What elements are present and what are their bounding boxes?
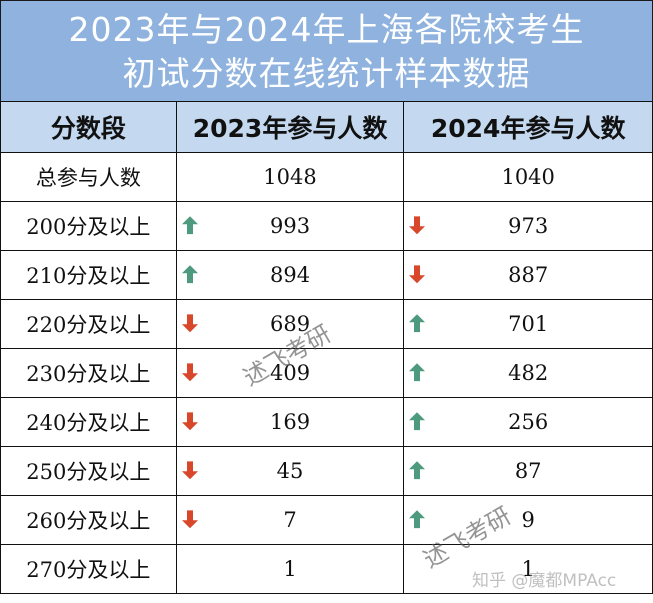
header-2023: 2023年参与人数 [175, 101, 405, 153]
arrow-down-icon [181, 411, 198, 431]
score-range-cell: 240分及以上 [0, 397, 177, 447]
count-2023-cell-value: 7 [283, 508, 297, 532]
arrow-down-icon [181, 460, 198, 480]
count-2024-cell: 1040 [403, 152, 653, 202]
title-banner: 2023年与2024年上海各院校考生 初试分数在线统计样本数据 [0, 0, 653, 102]
score-range-cell-value: 250分及以上 [26, 460, 151, 484]
count-2023-cell-value: 1 [283, 557, 297, 581]
score-range-cell: 250分及以上 [0, 446, 177, 496]
arrow-down-icon [181, 509, 198, 529]
score-range-cell: 200分及以上 [0, 201, 177, 251]
count-2023-cell: 409 [175, 348, 405, 398]
table-row: 200分及以上 993 973 [0, 201, 653, 251]
title-line-1: 2023年与2024年上海各院校考生 [68, 9, 585, 49]
table-row: 270分及以上 1 1 [0, 544, 653, 594]
score-range-cell-value: 260分及以上 [26, 509, 151, 533]
count-2024-cell-value: 9 [521, 508, 535, 532]
arrow-down-icon [409, 215, 426, 235]
count-2024-cell-value: 701 [508, 312, 549, 336]
score-range-cell-value: 230分及以上 [26, 362, 151, 386]
table-row: 250分及以上 45 87 [0, 446, 653, 496]
table-row: 230分及以上 409 482 [0, 348, 653, 398]
table-row: 总参与人数 1048 1040 [0, 152, 653, 202]
header-2024: 2024年参与人数 [403, 101, 653, 153]
count-2023-cell-value: 1048 [263, 165, 317, 189]
count-2024-cell: 482 [403, 348, 653, 398]
count-2023-cell: 993 [175, 201, 405, 251]
header-score-range: 分数段 [0, 101, 177, 153]
count-2024-cell: 87 [403, 446, 653, 496]
score-range-cell: 260分及以上 [0, 495, 177, 545]
count-2023-cell-value: 689 [269, 312, 311, 336]
count-2024-cell-value: 1040 [501, 165, 555, 189]
score-range-cell-value: 220分及以上 [26, 313, 151, 337]
score-range-cell: 230分及以上 [0, 348, 177, 398]
score-range-cell: 270分及以上 [0, 544, 177, 594]
arrow-up-icon [181, 215, 198, 235]
arrow-up-icon [409, 362, 426, 382]
count-2024-cell-value: 482 [508, 361, 549, 385]
table-row: 220分及以上 689 701 [0, 299, 653, 349]
count-2024-cell: 256 [403, 397, 653, 447]
count-2023-cell-value: 993 [269, 214, 311, 238]
count-2024-cell-value: 256 [508, 410, 549, 434]
arrow-up-icon [409, 313, 426, 333]
arrow-down-icon [409, 264, 426, 284]
count-2024-cell: 1 [403, 544, 653, 594]
table-row: 240分及以上 169 256 [0, 397, 653, 447]
score-range-cell-value: 240分及以上 [26, 411, 151, 435]
score-range-cell-value: 270分及以上 [26, 558, 151, 582]
arrow-down-icon [181, 313, 198, 333]
title-line-2: 初试分数在线统计样本数据 [122, 53, 531, 93]
score-table: 分数段 2023年参与人数 2024年参与人数 总参与人数 1048 1040 200… [0, 101, 653, 594]
count-2024-cell-value: 973 [508, 214, 549, 238]
score-range-cell: 总参与人数 [0, 152, 177, 202]
count-2023-cell-value: 45 [276, 459, 304, 483]
count-2023-cell: 7 [175, 495, 405, 545]
count-2024-cell-value: 887 [508, 263, 549, 287]
score-range-cell-value: 200分及以上 [26, 215, 151, 239]
count-2023-cell-value: 169 [269, 410, 311, 434]
count-2023-cell: 1 [175, 544, 405, 594]
score-range-cell-value: 210分及以上 [26, 264, 151, 288]
count-2023-cell: 169 [175, 397, 405, 447]
count-2023-cell: 689 [175, 299, 405, 349]
arrow-up-icon [409, 411, 426, 431]
count-2023-cell: 45 [175, 446, 405, 496]
table-row: 260分及以上 7 9 [0, 495, 653, 545]
score-range-cell-value: 总参与人数 [35, 166, 141, 190]
count-2023-cell-value: 409 [269, 361, 311, 385]
table-row: 210分及以上 894 887 [0, 250, 653, 300]
count-2024-cell-value: 87 [514, 459, 542, 483]
count-2024-cell: 973 [403, 201, 653, 251]
arrow-down-icon [181, 362, 198, 382]
score-range-cell: 210分及以上 [0, 250, 177, 300]
count-2024-cell: 701 [403, 299, 653, 349]
watermark-zhihu: 知乎 @魔都MPAcc [472, 571, 617, 591]
count-2023-cell: 894 [175, 250, 405, 300]
arrow-up-icon [409, 509, 426, 529]
count-2023-cell-value: 894 [269, 263, 311, 287]
arrow-up-icon [409, 460, 426, 480]
arrow-up-icon [181, 264, 198, 284]
count-2024-cell: 887 [403, 250, 653, 300]
score-range-cell: 220分及以上 [0, 299, 177, 349]
header-row: 分数段 2023年参与人数 2024年参与人数 [0, 101, 653, 153]
count-2023-cell: 1048 [175, 152, 405, 202]
count-2024-cell-value: 1 [521, 557, 535, 581]
count-2024-cell: 9 [403, 495, 653, 545]
